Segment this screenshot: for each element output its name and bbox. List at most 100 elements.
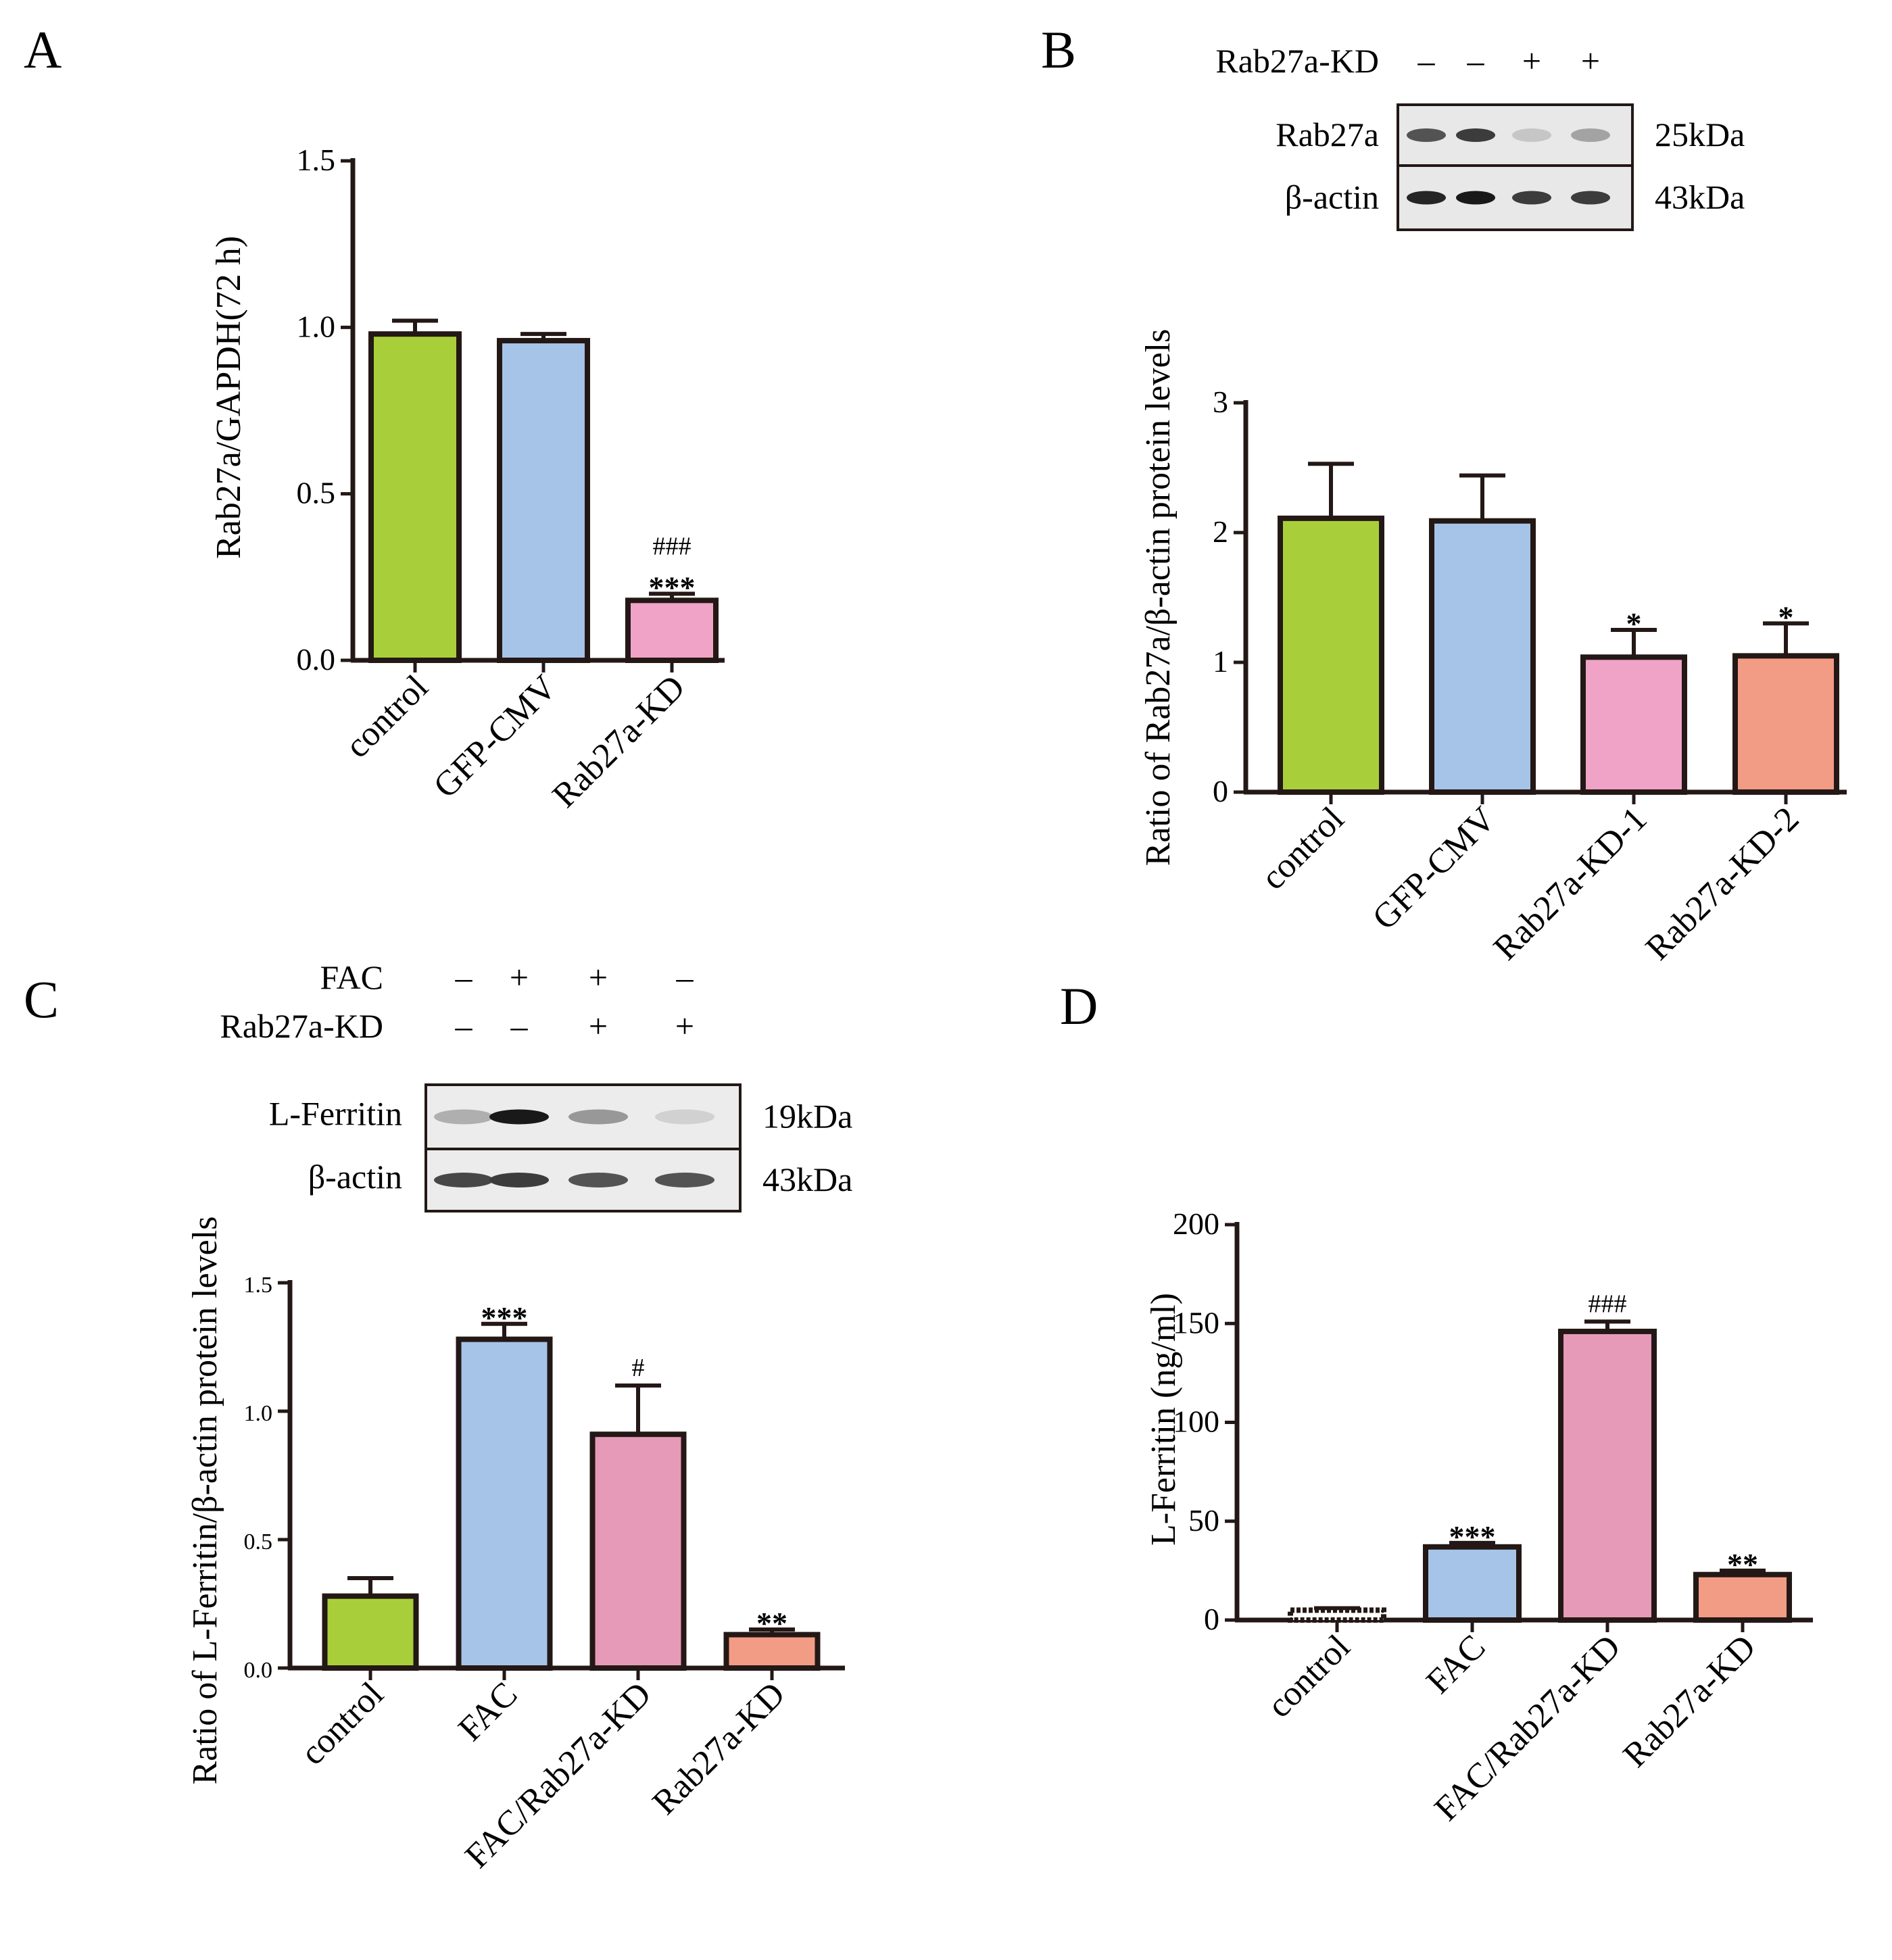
blot-size-label: 25kDa — [1655, 116, 1745, 153]
condition-sign: + — [675, 1007, 694, 1045]
bar — [1580, 654, 1687, 795]
bar — [625, 597, 719, 664]
y-tick-label: 0.0 — [297, 642, 336, 677]
significance-label: ** — [756, 1606, 787, 1640]
blot-band — [434, 1173, 493, 1187]
x-tick-label: control — [293, 1675, 391, 1772]
x-tick-label: Rab27a-KD — [545, 668, 693, 815]
significance-label: ** — [1727, 1547, 1758, 1582]
panel-letter: C — [24, 970, 59, 1029]
bar — [1278, 515, 1384, 795]
blot-protein-label: Rab27a — [1276, 116, 1379, 153]
y-tick-label: 200 — [1173, 1206, 1219, 1241]
blot-protein-label: L-Ferritin — [269, 1095, 402, 1133]
x-tick-label: control — [1260, 1627, 1357, 1725]
blot-protein-label: β-actin — [308, 1158, 402, 1196]
y-tick-label: 100 — [1173, 1404, 1219, 1439]
condition-sign: – — [1417, 42, 1436, 80]
blot-size-label: 19kDa — [762, 1098, 852, 1135]
condition-sign: + — [1522, 42, 1541, 80]
condition-sign: + — [589, 1007, 608, 1045]
blot-band — [1407, 128, 1446, 142]
x-tick-label: GFP-CMV — [427, 668, 564, 806]
y-tick-label: 0 — [1213, 774, 1228, 808]
y-tick-label: 150 — [1173, 1305, 1219, 1340]
x-tick-label: Rab27a-KD-1 — [1486, 800, 1655, 968]
y-tick-label: 0 — [1204, 1602, 1219, 1636]
y-tick-label: 3 — [1213, 385, 1228, 419]
blot-size-label: 43kDa — [762, 1160, 852, 1198]
bar — [456, 1336, 553, 1671]
bar — [497, 338, 590, 663]
condition-sign: – — [1467, 42, 1485, 80]
x-tick-label: control — [338, 668, 435, 765]
bar — [589, 1431, 687, 1671]
blot-band — [655, 1109, 714, 1125]
condition-label: Rab27a-KD — [220, 1007, 383, 1045]
y-axis-label: Ratio of Rab27a/β-actin protein levels — [1139, 329, 1178, 866]
x-tick-label: Rab27a-KD — [1616, 1627, 1764, 1775]
significance-label: * — [1626, 606, 1642, 641]
bar — [1732, 653, 1839, 795]
significance-label: * — [1778, 599, 1794, 634]
y-axis-label: Ratio of L-Ferritin/β-actin protein leve… — [186, 1217, 224, 1785]
x-tick-label: Rab27a-KD — [646, 1675, 793, 1822]
significance-label: *** — [1449, 1519, 1496, 1554]
y-tick-label: 0.0 — [244, 1658, 273, 1683]
blot-band — [1456, 128, 1495, 142]
x-tick-label: Rab27a-KD-2 — [1639, 800, 1807, 968]
bar — [1288, 1607, 1386, 1623]
bar — [1423, 1544, 1522, 1623]
x-tick-label: control — [1254, 800, 1351, 897]
blot-band — [434, 1109, 493, 1125]
blot-band — [568, 1173, 628, 1187]
blot-band — [489, 1109, 549, 1125]
condition-label: Rab27a-KD — [1215, 42, 1379, 80]
y-tick-label: 0.5 — [244, 1529, 273, 1554]
western-blot-c: FAC – + + –Rab27a-KD – – + +L-Ferritin 19kDaβ-act… — [220, 958, 852, 1212]
condition-sign: + — [589, 958, 608, 996]
panel-letter: A — [24, 20, 62, 79]
bar — [368, 331, 462, 663]
y-tick-label: 1.5 — [297, 143, 336, 177]
significance-label: # — [632, 1354, 645, 1382]
significance-label: ### — [1588, 1290, 1627, 1318]
panel-letter: D — [1060, 977, 1098, 1035]
blot-band — [1512, 191, 1551, 205]
x-tick-label: FAC — [451, 1675, 525, 1748]
y-tick-label: 1 — [1213, 644, 1228, 679]
blot-band — [655, 1173, 714, 1187]
blot-band — [1407, 191, 1446, 205]
y-tick-label: 1.0 — [244, 1401, 273, 1426]
significance-label: *** — [649, 570, 696, 604]
y-tick-label: 1.5 — [244, 1273, 273, 1298]
bar — [322, 1593, 419, 1671]
panel-d: D 0 50 100 150 200 L-Ferritin (ng/ml) control FA… — [1060, 977, 1813, 1828]
blot-band — [1456, 191, 1495, 205]
y-tick-label: 50 — [1188, 1503, 1219, 1538]
blot-band — [1571, 191, 1610, 205]
blot-band — [1512, 128, 1551, 142]
panel-a: A 0.0 0.5 1.0 1.5 Rab27a/GAPDH(72 h) controlGF… — [24, 20, 725, 815]
panel-letter: B — [1041, 20, 1076, 79]
condition-label: FAC — [320, 958, 383, 996]
blot-protein-label: β-actin — [1285, 178, 1379, 216]
y-tick-label: 1.0 — [297, 309, 336, 343]
condition-sign: – — [455, 958, 473, 996]
bar — [1429, 518, 1536, 795]
significance-label: ### — [653, 532, 692, 560]
bar — [1558, 1328, 1657, 1623]
y-axis-label: L-Ferritin (ng/ml) — [1144, 1293, 1183, 1546]
blot-band — [568, 1109, 628, 1125]
blot-band — [489, 1173, 549, 1187]
condition-sign: – — [455, 1007, 473, 1045]
y-tick-label: 2 — [1213, 514, 1228, 549]
condition-sign: + — [1581, 42, 1600, 80]
significance-label: *** — [481, 1300, 528, 1335]
condition-sign: + — [510, 958, 529, 996]
condition-sign: – — [676, 958, 694, 996]
condition-sign: – — [510, 1007, 529, 1045]
blot-band — [1571, 128, 1610, 142]
